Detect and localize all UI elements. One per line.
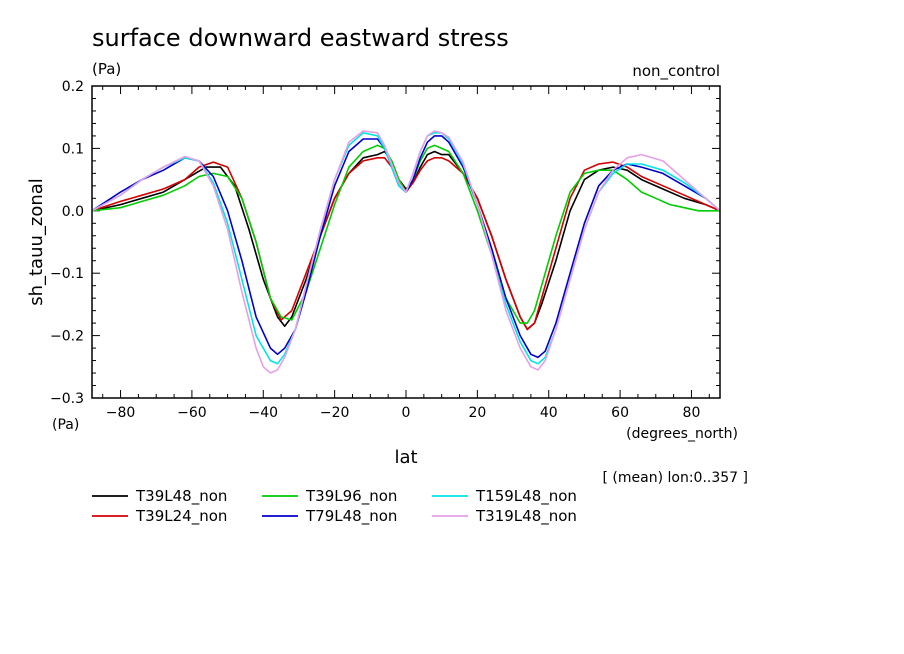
y-tick-label: −0.2 (50, 329, 84, 345)
legend-label: T39L48_non (135, 487, 227, 506)
corner-label: non_control (632, 62, 720, 81)
y-tick-label: 0.1 (62, 141, 84, 157)
series-line-t39l96_non (91, 144, 720, 324)
y-axis-label: sh_tauu_zonal (26, 178, 47, 306)
x-tick-label: 20 (468, 405, 486, 421)
legend-label: T39L24_non (135, 507, 227, 526)
x-units-label: (degrees_north) (626, 426, 738, 442)
legend-label: T79L48_non (305, 507, 397, 526)
y-tick-label: 0.0 (62, 204, 84, 220)
axis-ticks: −80 −60 −40 −20 0 20 40 60 80 −0.3 −0.2 −0.1 0.0 0.1 0… (50, 79, 720, 421)
x-tick-label: 80 (683, 405, 701, 421)
y-tick-label: 0.2 (62, 79, 84, 95)
mean-note: [ (mean) lon:0..357 ] (603, 470, 748, 486)
x-tick-label: 0 (402, 405, 411, 421)
chart-title: surface downward eastward stress (92, 24, 509, 52)
x-tick-label: −20 (320, 405, 350, 421)
legend-label: T39L96_non (305, 487, 397, 506)
x-tick-label: 40 (540, 405, 558, 421)
series-line-t39l24_non (91, 157, 721, 331)
plot-frame (91, 85, 721, 399)
series-line-t319l48_non (91, 130, 721, 374)
y-tick-label: −0.3 (50, 391, 84, 407)
legend-label: T159L48_non (475, 487, 577, 506)
series-line-t79l48_non (91, 135, 721, 359)
series-lines (91, 130, 721, 374)
x-tick-label: −80 (106, 405, 136, 421)
x-tick-label: 60 (611, 405, 629, 421)
x-tick-label: −60 (177, 405, 207, 421)
y-tick-label: −0.1 (50, 266, 84, 282)
x-tick-label: −40 (248, 405, 278, 421)
units-label: (Pa) (92, 60, 121, 78)
y-units-label: (Pa) (52, 417, 79, 433)
legend-label: T319L48_non (475, 507, 577, 526)
x-axis-label: lat (394, 447, 417, 468)
